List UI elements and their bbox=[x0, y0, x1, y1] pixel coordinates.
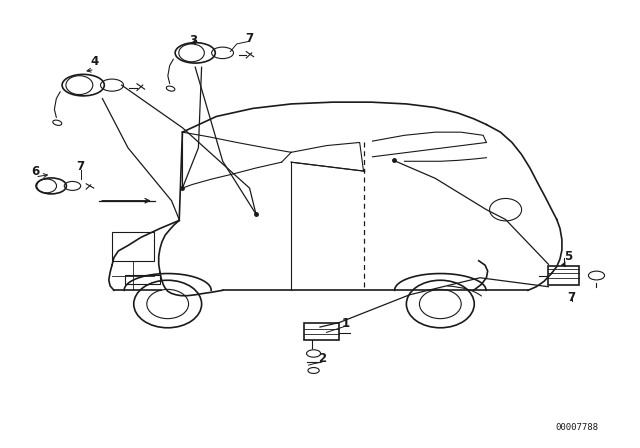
Text: 2: 2 bbox=[318, 352, 326, 365]
Text: 7: 7 bbox=[246, 31, 253, 45]
Text: 7: 7 bbox=[77, 160, 84, 173]
Text: 00007788: 00007788 bbox=[556, 423, 598, 432]
Text: 6: 6 bbox=[31, 164, 39, 178]
Text: 7: 7 bbox=[568, 291, 575, 305]
Text: 4: 4 bbox=[91, 55, 99, 69]
Text: 1: 1 bbox=[342, 317, 349, 330]
Text: 5: 5 bbox=[564, 250, 572, 263]
Text: 3: 3 bbox=[189, 34, 197, 47]
